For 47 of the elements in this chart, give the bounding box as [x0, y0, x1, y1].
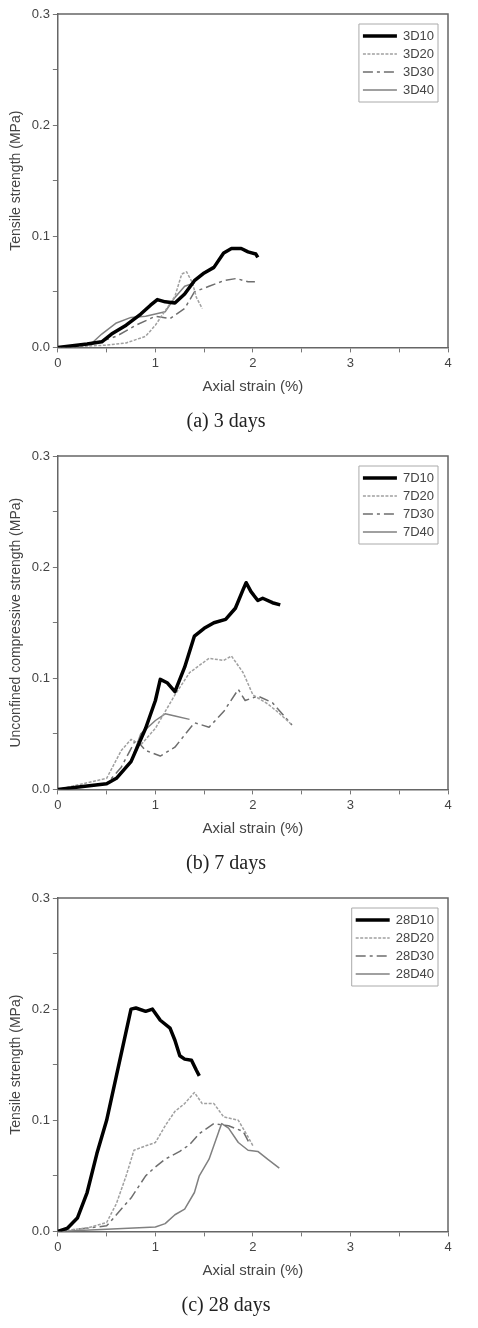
- x-axis-title: Axial strain (%): [202, 819, 304, 837]
- x-tick-label: 2: [249, 354, 257, 370]
- legend-label: 28D30: [395, 947, 434, 963]
- y-tick-label: 0.2: [31, 116, 50, 132]
- y-tick-label: 0.2: [31, 1000, 50, 1016]
- x-tick-label: 3: [346, 354, 355, 370]
- legend-label: 7D40: [402, 523, 434, 539]
- x-tick-label: 1: [151, 354, 160, 370]
- x-tick-label: 2: [249, 1238, 257, 1254]
- text: (b) 7 days: [186, 851, 267, 875]
- legend-label: 3D40: [402, 81, 434, 97]
- y-tick-label: 0.0: [31, 780, 50, 796]
- y-tick-label: 0.3: [31, 5, 50, 21]
- x-tick-label: 2: [249, 796, 257, 812]
- legend-label: 3D30: [402, 63, 434, 79]
- x-tick-label: 1: [151, 796, 160, 812]
- y-tick-label: 0.1: [31, 669, 50, 685]
- y-tick-label: 0.0: [31, 1222, 50, 1238]
- legend-label: 7D10: [402, 469, 434, 485]
- text: (a) 3 days: [186, 409, 266, 433]
- x-tick-label: 0: [54, 1238, 62, 1254]
- x-tick-label: 0: [54, 796, 62, 812]
- x-axis-title: Axial strain (%): [202, 377, 304, 395]
- legend-label: 7D30: [402, 505, 434, 521]
- y-tick-label: 0.1: [31, 1111, 50, 1127]
- x-tick-label: 3: [346, 1238, 355, 1254]
- y-axis-title: Tensile strength (MPa): [7, 110, 24, 251]
- x-tick-label: 4: [444, 796, 452, 812]
- text: (c) 28 days: [181, 1293, 271, 1317]
- x-tick-label: 4: [444, 354, 452, 370]
- x-axis-title: Axial strain (%): [202, 1261, 304, 1279]
- legend-label: 7D20: [402, 487, 434, 503]
- x-tick-label: 4: [444, 1238, 452, 1254]
- legend-label: 28D20: [395, 929, 434, 945]
- y-axis-title: Tensile strength (MPa): [7, 994, 24, 1135]
- y-axis-title: Unconfined compressive strength (MPa): [7, 497, 24, 748]
- y-tick-label: 0.3: [31, 447, 50, 463]
- legend-label: 28D40: [395, 965, 434, 981]
- legend-label: 3D20: [402, 45, 434, 61]
- legend-label: 3D10: [402, 27, 434, 43]
- x-tick-label: 1: [151, 1238, 160, 1254]
- y-tick-label: 0.2: [31, 558, 50, 574]
- legend-label: 28D10: [395, 911, 434, 927]
- y-tick-label: 0.1: [31, 227, 50, 243]
- y-tick-label: 0.3: [31, 889, 50, 905]
- x-tick-label: 0: [54, 354, 62, 370]
- x-tick-label: 3: [346, 796, 355, 812]
